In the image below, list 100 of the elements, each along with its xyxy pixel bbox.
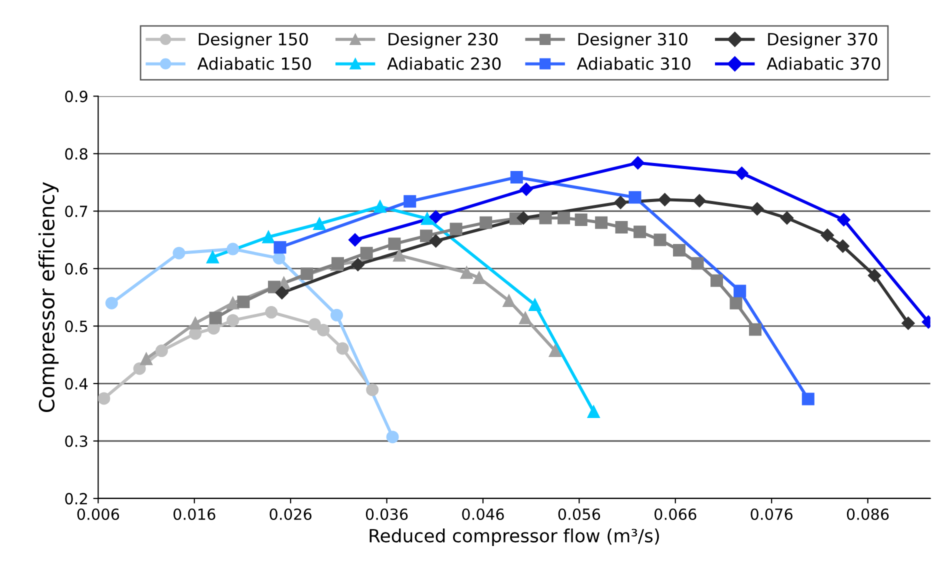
legend-label: Designer 310 (578, 32, 688, 49)
x-tick-label: 0.036 (366, 508, 408, 520)
point (206, 250, 219, 264)
point (634, 226, 646, 238)
point (730, 296, 742, 310)
x-tick-label: 0.046 (462, 508, 504, 520)
point (558, 212, 570, 224)
point (420, 212, 434, 225)
y-tick-label: 0.4 (65, 378, 88, 390)
y-tick-label: 0.3 (65, 435, 88, 448)
x-tick-label: 0.076 (750, 508, 792, 520)
x-tick-label: 0.016 (174, 508, 216, 520)
point (574, 214, 588, 226)
point (802, 392, 814, 406)
point (628, 191, 642, 204)
point (351, 258, 365, 272)
point (520, 182, 533, 196)
point (330, 308, 344, 322)
point (836, 240, 850, 253)
point (308, 318, 321, 331)
point (502, 294, 516, 308)
x-tick-label: 0.086 (846, 508, 889, 520)
point (735, 166, 748, 180)
point (274, 241, 286, 254)
point (265, 306, 278, 319)
y-tick-label: 0.8 (65, 148, 88, 160)
legend-label: Designer 150 (198, 32, 308, 49)
point (226, 242, 240, 256)
point (209, 312, 222, 324)
point (429, 210, 442, 224)
legend-label: Adiabatic 370 (766, 57, 880, 70)
legend-label: Adiabatic 230 (387, 57, 501, 70)
point (516, 211, 530, 225)
point (868, 268, 882, 282)
point (275, 286, 289, 300)
y-tick-label: 0.7 (65, 206, 88, 218)
legend-label: Adiabatic 310 (576, 57, 690, 70)
point (272, 252, 286, 265)
point (748, 323, 762, 336)
point (317, 324, 330, 336)
point (98, 392, 110, 405)
point (404, 195, 416, 208)
point (528, 298, 542, 312)
legend-label: Adiabatic 150 (197, 57, 311, 70)
point (155, 344, 168, 358)
point (393, 249, 406, 262)
point (750, 202, 764, 216)
point (539, 212, 552, 224)
point (734, 284, 746, 298)
point (460, 266, 473, 279)
y-tick-label: 0.6 (65, 263, 88, 275)
point (548, 344, 562, 358)
x-tick-label: 0.006 (77, 508, 120, 520)
point (420, 230, 432, 242)
point (692, 194, 706, 208)
x-tick-label: 0.066 (654, 508, 696, 520)
point (450, 222, 462, 236)
point (360, 246, 373, 260)
y-tick-label: 0.2 (65, 492, 87, 504)
point (472, 272, 486, 284)
point (672, 244, 686, 256)
point (140, 352, 153, 366)
y-tick-label: 0.5 (65, 320, 88, 332)
point (348, 233, 362, 246)
point (300, 268, 314, 280)
x-tick-label: 0.026 (270, 508, 312, 520)
point (262, 230, 275, 244)
point (313, 218, 326, 230)
point (837, 213, 850, 226)
point (614, 196, 628, 210)
point (336, 342, 349, 355)
point (189, 316, 202, 330)
y-tick-label: 0.9 (65, 90, 88, 102)
point (658, 193, 672, 206)
point (366, 384, 379, 396)
point (902, 316, 915, 330)
point (105, 296, 118, 310)
point (429, 234, 442, 248)
point (480, 216, 492, 229)
point (615, 220, 628, 234)
point (780, 211, 794, 225)
point (172, 246, 186, 260)
x-axis-title: Reduced compressor flow (m³/s) (370, 528, 659, 546)
point (710, 274, 724, 287)
point (268, 280, 280, 294)
point (691, 257, 704, 270)
legend-label: Designer 230 (388, 32, 498, 49)
y-axis-title: Compressor efficiency (38, 182, 59, 412)
legend-label: Designer 370 (768, 32, 878, 49)
x-tick-label: 0.056 (558, 508, 600, 520)
point (820, 228, 834, 242)
point (386, 430, 399, 444)
point (587, 405, 600, 418)
point (595, 216, 608, 229)
point (374, 200, 386, 213)
point (388, 238, 401, 250)
point (631, 156, 644, 170)
point (237, 296, 250, 308)
point (510, 170, 523, 184)
point (226, 314, 240, 327)
